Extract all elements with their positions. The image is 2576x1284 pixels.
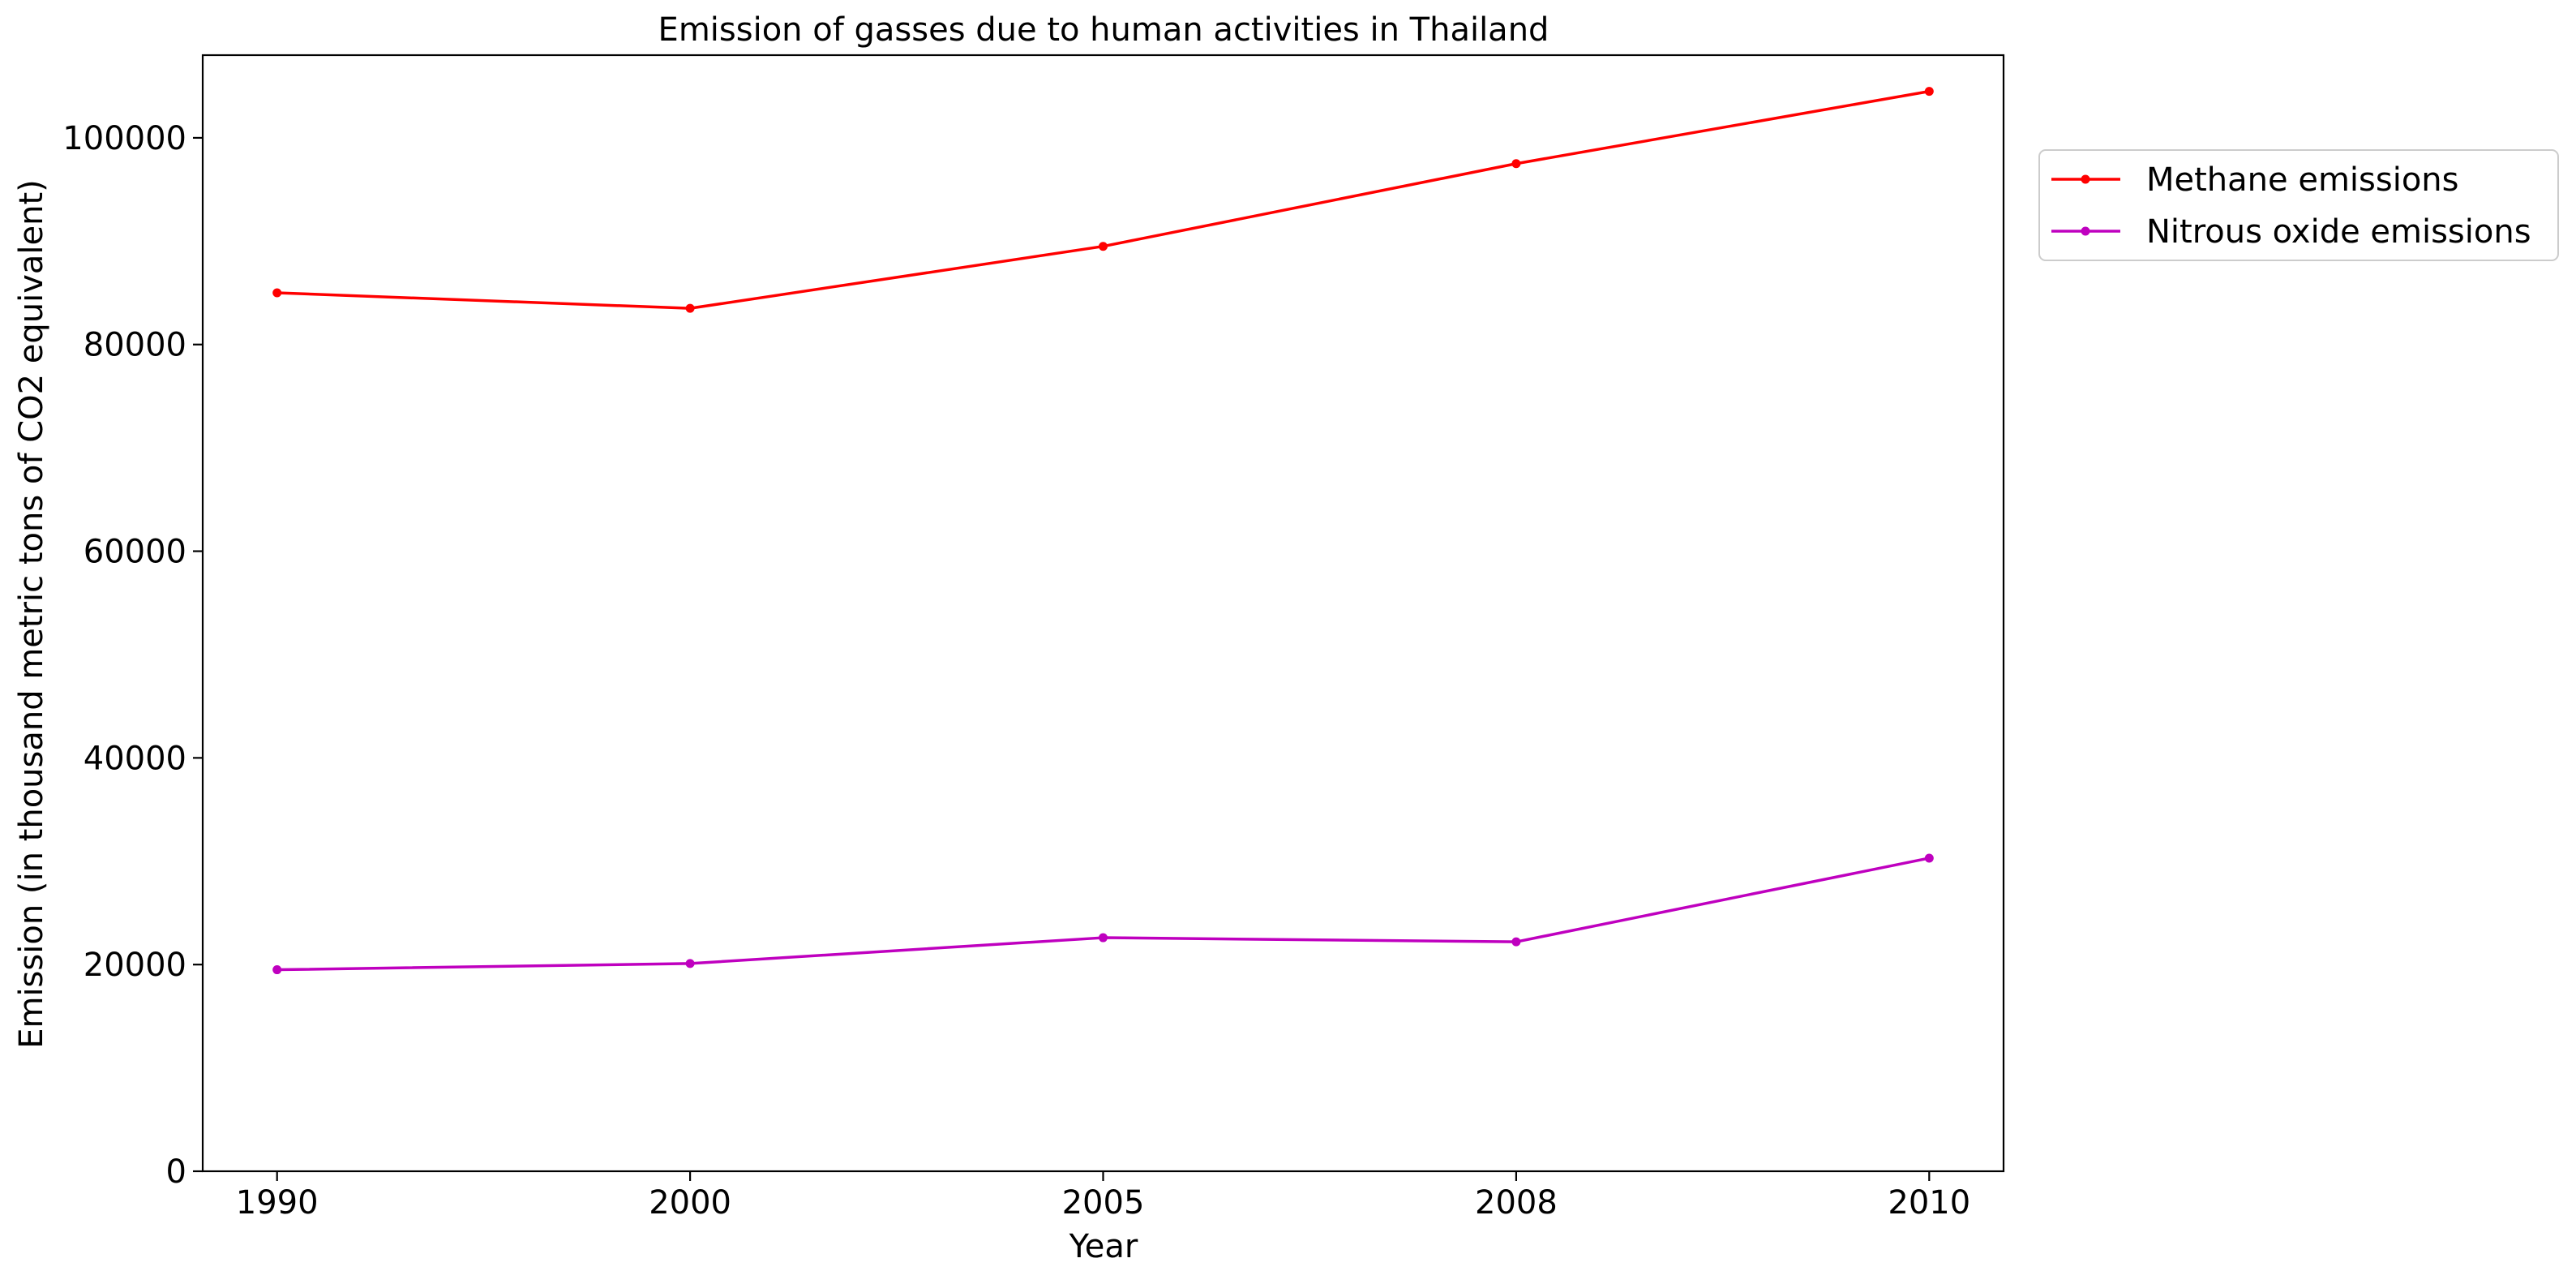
y-axis-label: Emission (in thousand metric tons of CO2… [13,179,50,1049]
data-point [1099,242,1108,251]
x-tick-label: 2008 [1475,1184,1558,1222]
y-tick-label: 20000 [84,947,186,984]
series-line [276,89,1930,310]
legend-swatch-marker [2081,226,2090,236]
y-tick-label: 0 [166,1153,186,1191]
chart-title: Emission of gasses due to human activiti… [658,11,1549,49]
x-tick-label: 2000 [649,1184,731,1222]
data-point [272,288,282,298]
data-point [1511,159,1521,169]
series-line [276,857,1930,972]
data-point [1924,87,1934,97]
data-point [1099,933,1108,943]
plot-frame [201,54,2005,1173]
y-tick-label: 60000 [84,534,186,571]
y-tick-label: 40000 [84,740,186,777]
legend: Methane emissions Nitrous oxide emissions [2038,149,2559,261]
x-tick-label: 2005 [1062,1184,1145,1222]
legend-swatch-marker [2081,174,2090,184]
legend-label: Methane emissions [2146,161,2459,199]
data-point [272,965,282,975]
legend-box [2038,149,2559,261]
y-tick-label: 100000 [62,120,186,157]
x-tick-label: 2010 [1888,1184,1970,1222]
y-tick-label: 80000 [84,327,186,364]
data-point [685,303,695,313]
x-axis-label: Year [1069,1228,1138,1265]
legend-label: Nitrous oxide emissions [2146,213,2531,251]
x-tick-label: 1990 [236,1184,319,1222]
data-point [1511,937,1521,947]
plot-area: 0 20000 40000 60000 80000 100000 1990 2000 2005 2… [62,54,2005,1222]
data-point [1924,853,1934,863]
data-point [685,959,695,968]
